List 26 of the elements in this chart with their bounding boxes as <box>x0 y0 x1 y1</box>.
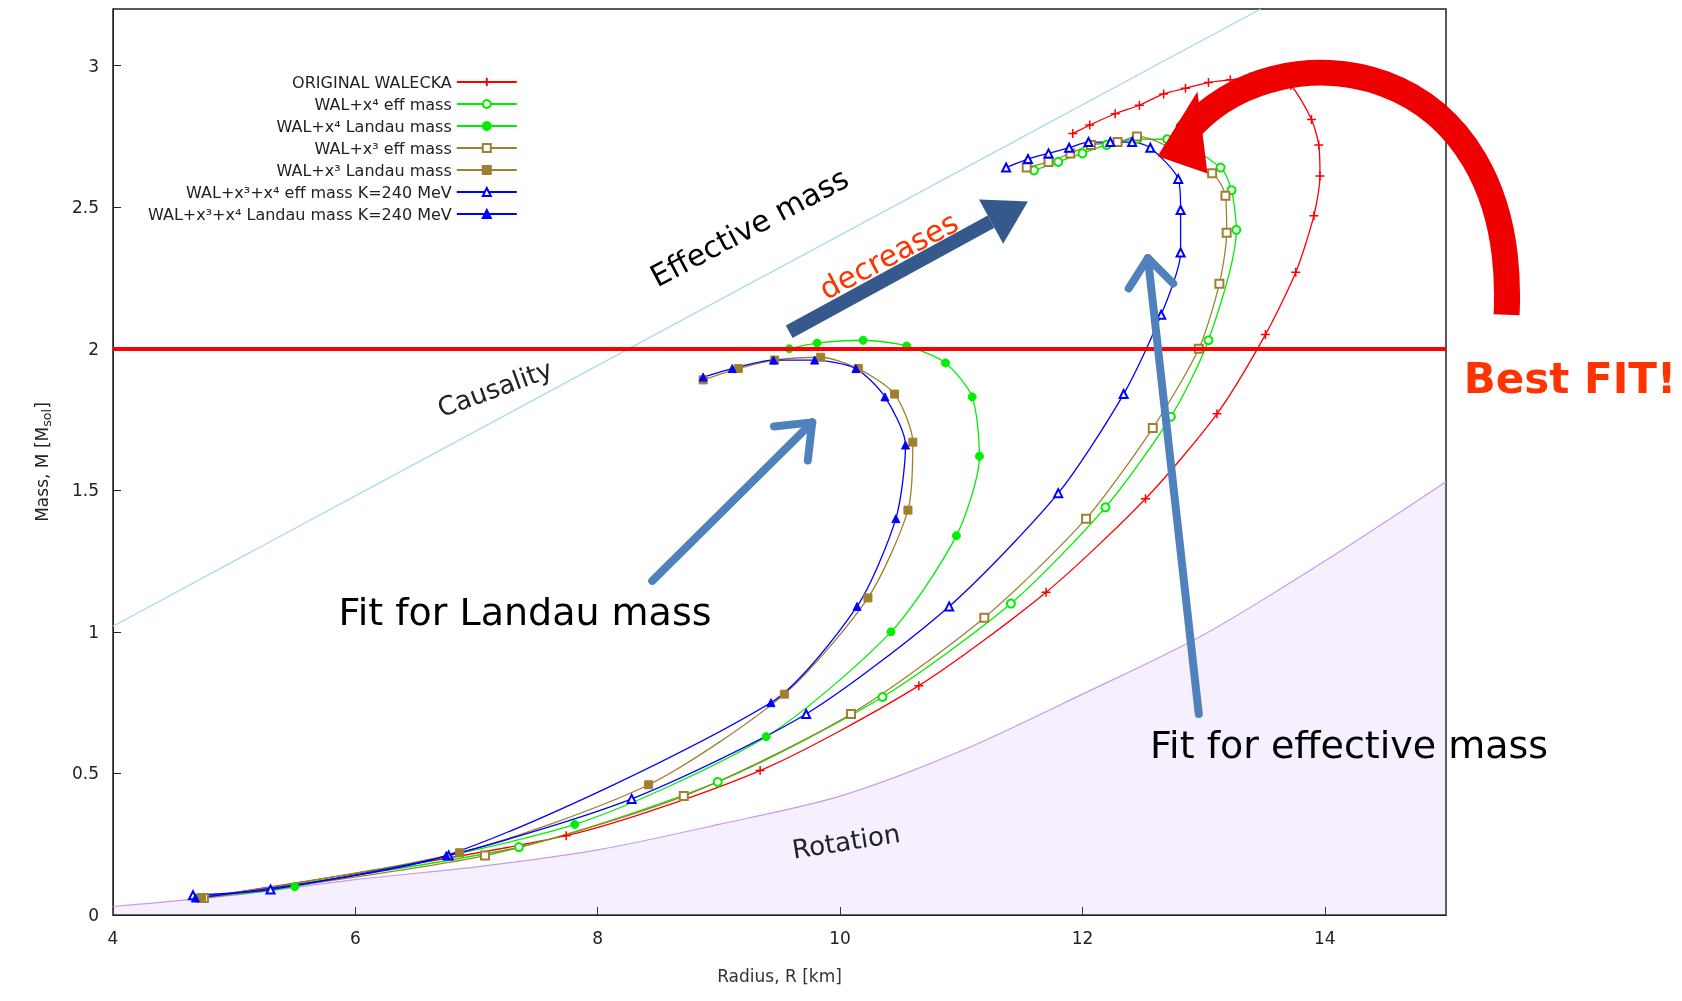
y-tick-label: 2.5 <box>71 197 99 218</box>
annotation: Fit for effective mass <box>1150 723 1549 768</box>
y-tick-label: 1 <box>88 621 99 642</box>
legend-label: WAL+x³ eff mass <box>314 138 452 158</box>
y-axis-title: Mass, M [Msol] <box>32 402 54 522</box>
x-tick-label: 12 <box>1071 927 1094 948</box>
x-tick-label: 10 <box>829 927 851 948</box>
y-tick-label: 1.5 <box>71 480 99 501</box>
legend-label: WAL+x⁴ Landau mass <box>276 116 452 136</box>
legend-label: WAL+x³+x⁴ Landau mass K=240 MeV <box>148 204 452 224</box>
x-tick-label: 8 <box>592 927 604 948</box>
legend-label: WAL+x⁴ eff mass <box>314 94 452 114</box>
y-tick-label: 0 <box>88 905 99 925</box>
y-tick-label: 3 <box>88 55 99 76</box>
y-tick-label: 2 <box>88 338 99 359</box>
annotation: Rotation <box>790 818 903 865</box>
legend-label: WAL+x³ Landau mass <box>276 160 452 180</box>
text: Best FIT! <box>1463 353 1677 403</box>
legend-label: ORIGINAL WALECKA <box>292 72 452 92</box>
annotation: Fit for Landau mass <box>338 590 712 635</box>
legend-label: WAL+x³+x⁴ eff mass K=240 MeV <box>186 182 452 202</box>
x-tick-label: 14 <box>1314 927 1336 948</box>
x-axis-title: Radius, R [km] <box>717 965 842 986</box>
x-tick-label: 6 <box>349 927 361 948</box>
y-tick-label: 0.5 <box>71 763 99 784</box>
x-tick-label: 4 <box>107 927 119 948</box>
